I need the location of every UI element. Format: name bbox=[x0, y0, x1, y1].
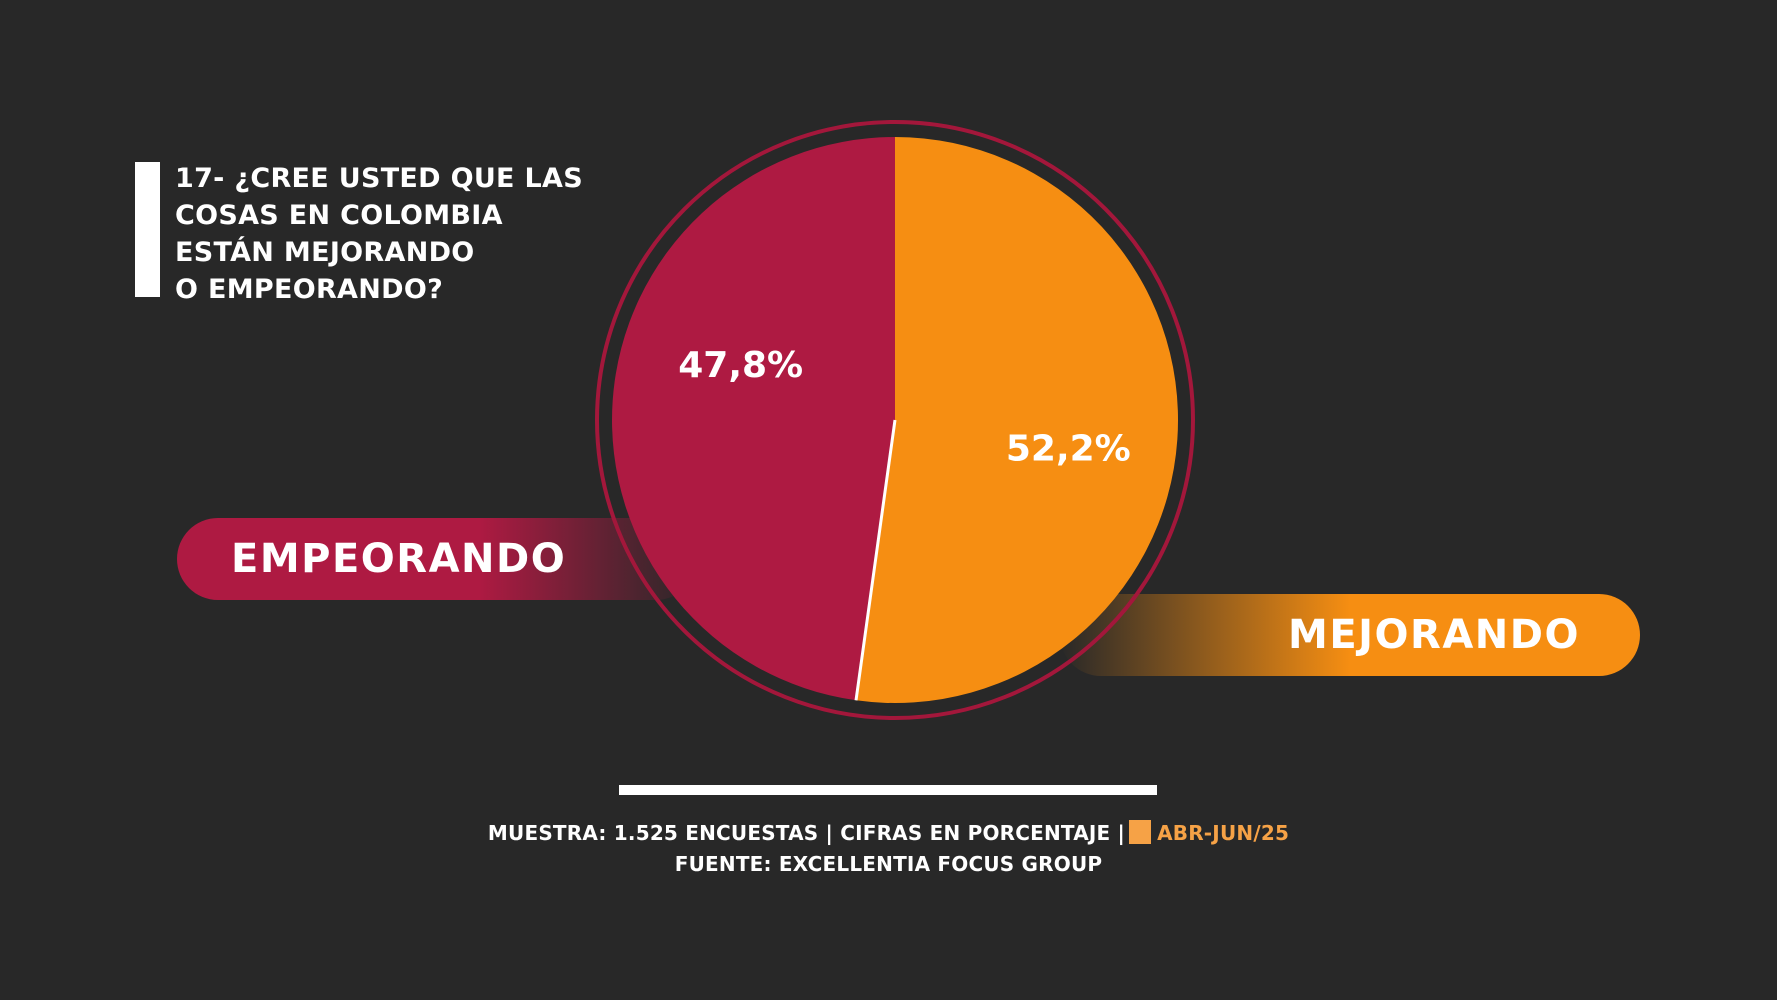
title-line-1: 17- ¿CREE USTED QUE LAS bbox=[175, 163, 583, 194]
title-line-4: O EMPEORANDO? bbox=[175, 274, 444, 305]
footer-divider bbox=[619, 785, 1157, 795]
chart-title: 17- ¿CREE USTED QUE LAS COSAS EN COLOMBI… bbox=[175, 160, 595, 308]
pie-slice-empeorando bbox=[612, 137, 895, 701]
empeorando-category-label: EMPEORANDO bbox=[231, 536, 567, 582]
footer-line-1: MUESTRA: 1.525 ENCUESTAS | CIFRAS EN POR… bbox=[0, 818, 1777, 849]
period-label: ABR-JUN/25 bbox=[1157, 821, 1290, 845]
pie-value-label-empeorando: 47,8% bbox=[678, 345, 803, 386]
title-accent-bar bbox=[135, 162, 160, 297]
title-line-3: ESTÁN MEJORANDO bbox=[175, 237, 475, 268]
pie-outer-ring bbox=[595, 120, 1195, 720]
chart-footer: MUESTRA: 1.525 ENCUESTAS | CIFRAS EN POR… bbox=[0, 818, 1777, 880]
pie-slice-mejorando bbox=[856, 137, 1179, 703]
title-line-2: COSAS EN COLOMBIA bbox=[175, 200, 503, 231]
legend-swatch bbox=[1129, 820, 1152, 844]
sample-note: MUESTRA: 1.525 ENCUESTAS | CIFRAS EN POR… bbox=[487, 821, 1126, 845]
pie-slice-divider bbox=[854, 419, 897, 701]
pie-value-label-mejorando: 52,2% bbox=[1006, 428, 1131, 469]
empeorando-label-pill: EMPEORANDO bbox=[177, 518, 697, 600]
mejorando-label-pill: MEJORANDO bbox=[1060, 594, 1640, 676]
mejorando-category-label: MEJORANDO bbox=[1288, 612, 1580, 658]
source-note: FUENTE: EXCELLENTIA FOCUS GROUP bbox=[674, 852, 1103, 876]
